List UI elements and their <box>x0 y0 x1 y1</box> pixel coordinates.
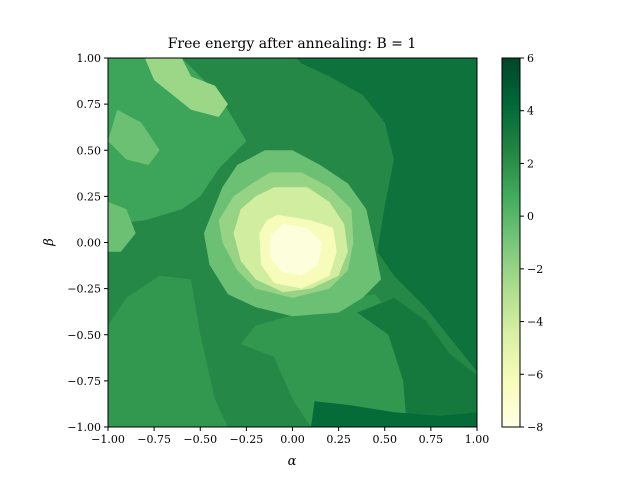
x-tick-label: 1.00 <box>465 433 490 446</box>
y-axis-label: β <box>42 238 57 247</box>
x-axis-ticks: −1.00 −0.75 −0.50 −0.25 0.00 0.25 0.50 0.75 1.00 <box>91 427 489 446</box>
colorbar-tick-label: −4 <box>527 316 543 329</box>
colorbar-ticks: 6 4 2 0 −2 −4 −6 −8 <box>520 52 543 434</box>
region-bottom-dark <box>311 401 477 427</box>
region-top-left-bright <box>144 58 228 117</box>
x-axis-label: α <box>288 454 297 469</box>
colorbar-tick-label: 6 <box>527 52 534 65</box>
region-top-left-patch <box>108 109 160 165</box>
y-axis-ticks: −1.00 −0.75 −0.50 −0.25 0.00 0.25 0.50 0.75 1.00 <box>67 52 108 434</box>
colorbar-tick-label: −8 <box>527 421 543 434</box>
colorbar-tick-label: −2 <box>527 263 543 276</box>
x-tick-label: 0.50 <box>373 433 398 446</box>
y-tick-label: −1.00 <box>67 421 101 434</box>
y-tick-label: −0.25 <box>67 283 101 296</box>
colorbar <box>501 57 521 428</box>
region-left-edge-patch <box>108 201 136 252</box>
chart-title: Free energy after annealing: B = 1 <box>168 36 417 52</box>
y-tick-label: 0.75 <box>77 98 102 111</box>
region-dark-band <box>357 297 477 427</box>
region-lower-middle <box>240 294 407 427</box>
heatmap-field <box>108 58 477 427</box>
x-tick-label: −1.00 <box>91 433 125 446</box>
x-tick-label: −0.25 <box>230 433 264 446</box>
y-tick-label: −0.75 <box>67 375 101 388</box>
x-tick-label: 0.25 <box>326 433 351 446</box>
y-tick-label: 0.25 <box>77 190 102 203</box>
colorbar-tick-label: 2 <box>527 157 534 170</box>
colorbar-tick-label: 4 <box>527 105 534 118</box>
colorbar-tick-label: −6 <box>527 368 543 381</box>
y-tick-label: 0.00 <box>77 237 102 250</box>
x-tick-label: −0.75 <box>137 433 171 446</box>
y-tick-label: −0.50 <box>67 329 101 342</box>
region-upper-right <box>296 58 477 372</box>
region-basin-core <box>270 224 322 276</box>
y-tick-label: 0.50 <box>77 144 102 157</box>
x-tick-label: −0.50 <box>183 433 217 446</box>
region-lower-left-arc <box>108 275 228 427</box>
x-tick-label: 0.75 <box>419 433 444 446</box>
x-tick-label: 0.00 <box>280 433 305 446</box>
y-tick-label: 1.00 <box>77 52 102 65</box>
colorbar-tick-label: 0 <box>527 210 534 223</box>
